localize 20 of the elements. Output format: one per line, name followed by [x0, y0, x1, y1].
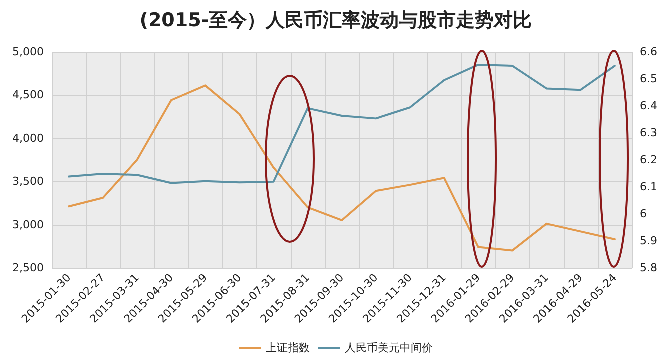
line-series — [68, 84, 616, 252]
y2-tick-label: 6 — [640, 208, 647, 220]
y2-tick-label: 5.8 — [640, 262, 658, 274]
chart-title: (2015-至今）人民币汇率波动与股市走势对比 — [140, 10, 532, 32]
y2-tick-label: 5.9 — [640, 234, 658, 248]
y2-tick-label: 6.3 — [640, 126, 658, 140]
y-tick-label: 3,500 — [12, 175, 44, 188]
y2-tick-label: 6.6 — [640, 46, 658, 58]
legend-label: 上证指数 — [266, 342, 310, 354]
y2-tick-label: 6.2 — [640, 154, 658, 166]
y2-tick-label: 6.4 — [640, 100, 658, 112]
y-tick-label: 2,500 — [12, 262, 44, 274]
y-tick-label: 4,500 — [12, 88, 44, 102]
y-tick-label: 4,000 — [12, 132, 44, 145]
y-tick-label: 3,000 — [12, 218, 44, 232]
y2-tick-label: 6.5 — [640, 72, 658, 86]
legend-label: 人民币美元中间价 — [345, 342, 433, 354]
y2-tick-label: 6.1 — [640, 180, 658, 194]
y-tick-label: 5,000 — [12, 46, 44, 58]
line-series — [68, 64, 616, 184]
